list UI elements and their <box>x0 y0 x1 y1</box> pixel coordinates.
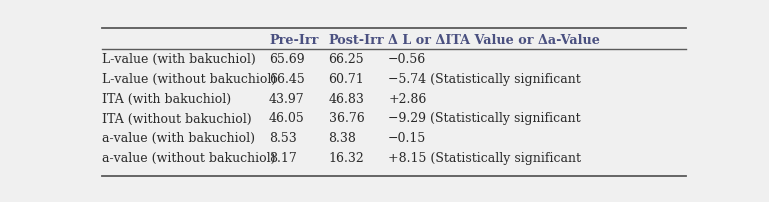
Text: 8.53: 8.53 <box>269 132 297 145</box>
Text: 66.45: 66.45 <box>269 73 305 86</box>
Text: 8.38: 8.38 <box>328 132 356 145</box>
Text: −0.56: −0.56 <box>388 53 426 66</box>
Text: a-value (with bakuchiol): a-value (with bakuchiol) <box>102 132 255 145</box>
Text: 16.32: 16.32 <box>328 152 365 165</box>
Text: L-value (without bakuchiol): L-value (without bakuchiol) <box>102 73 276 86</box>
Text: 66.25: 66.25 <box>328 53 365 66</box>
Text: +8.15 (Statistically significant: +8.15 (Statistically significant <box>388 152 585 165</box>
Text: 46.05: 46.05 <box>269 113 305 125</box>
Text: Post-Irr: Post-Irr <box>328 34 384 47</box>
Text: 60.71: 60.71 <box>328 73 365 86</box>
Text: a-value (without bakuchiol): a-value (without bakuchiol) <box>102 152 275 165</box>
Text: ITA (with bakuchiol): ITA (with bakuchiol) <box>102 93 231 106</box>
Text: +2.86: +2.86 <box>388 93 427 106</box>
Text: 46.83: 46.83 <box>328 93 365 106</box>
Text: −5.74 (Statistically significant: −5.74 (Statistically significant <box>388 73 585 86</box>
Text: ITA (without bakuchiol): ITA (without bakuchiol) <box>102 113 251 125</box>
Text: L-value (with bakuchiol): L-value (with bakuchiol) <box>102 53 256 66</box>
Text: 36.76: 36.76 <box>328 113 365 125</box>
Text: Pre-Irr: Pre-Irr <box>269 34 318 47</box>
Text: −9.29 (Statistically significant: −9.29 (Statistically significant <box>388 113 584 125</box>
Text: 43.97: 43.97 <box>269 93 305 106</box>
Text: 65.69: 65.69 <box>269 53 305 66</box>
Text: Δ L or ΔITA Value or Δa-Value: Δ L or ΔITA Value or Δa-Value <box>388 34 600 47</box>
Text: 8.17: 8.17 <box>269 152 297 165</box>
Text: −0.15: −0.15 <box>388 132 426 145</box>
